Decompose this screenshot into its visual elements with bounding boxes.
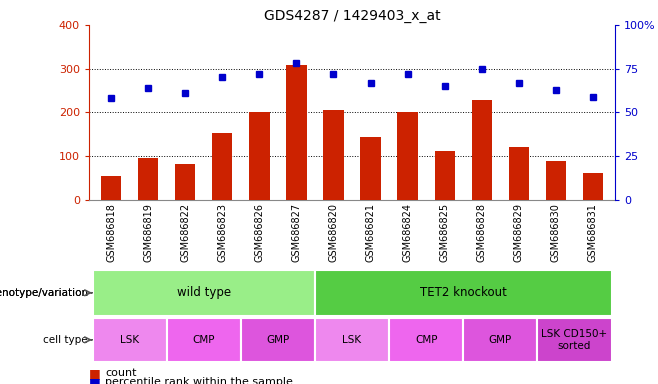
Bar	[434, 151, 455, 200]
Bar	[463, 318, 538, 362]
Text: wild type: wild type	[177, 286, 231, 299]
Text: CMP: CMP	[193, 335, 215, 345]
Bar	[138, 158, 159, 200]
Text: percentile rank within the sample: percentile rank within the sample	[105, 377, 293, 384]
Text: GSM686818: GSM686818	[106, 203, 116, 262]
Bar	[315, 318, 389, 362]
Bar	[286, 65, 307, 200]
Bar	[509, 147, 529, 200]
Text: GSM686822: GSM686822	[180, 203, 190, 262]
Bar	[101, 175, 121, 200]
Text: ■: ■	[89, 367, 101, 380]
Text: count: count	[105, 368, 137, 378]
Text: GSM686819: GSM686819	[143, 203, 153, 262]
Bar	[212, 133, 232, 200]
Text: LSK: LSK	[120, 335, 139, 345]
Text: ■: ■	[89, 376, 101, 384]
Text: GSM686826: GSM686826	[255, 203, 265, 262]
Text: GSM686828: GSM686828	[477, 203, 487, 262]
Bar	[545, 161, 566, 200]
Text: GSM686820: GSM686820	[328, 203, 338, 262]
Bar	[538, 318, 611, 362]
Text: cell type: cell type	[43, 335, 88, 345]
Bar	[249, 112, 270, 200]
Text: GSM686830: GSM686830	[551, 203, 561, 262]
Bar	[315, 270, 611, 316]
Bar	[166, 318, 241, 362]
Text: GSM686827: GSM686827	[291, 203, 301, 262]
Text: CMP: CMP	[415, 335, 438, 345]
Text: GMP: GMP	[266, 335, 290, 345]
Bar	[93, 318, 166, 362]
Text: genotype/variation: genotype/variation	[0, 288, 88, 298]
Text: GMP: GMP	[489, 335, 512, 345]
Bar	[93, 270, 315, 316]
Text: GSM686823: GSM686823	[217, 203, 227, 262]
Bar	[241, 318, 315, 362]
Bar	[389, 318, 463, 362]
Text: GSM686821: GSM686821	[366, 203, 376, 262]
Text: LSK: LSK	[342, 335, 362, 345]
Bar	[361, 137, 381, 200]
Bar	[175, 164, 195, 200]
Bar	[472, 100, 492, 200]
Bar	[323, 110, 343, 200]
Bar	[397, 112, 418, 200]
Text: GSM686829: GSM686829	[514, 203, 524, 262]
Text: GSM686825: GSM686825	[440, 203, 449, 262]
Title: GDS4287 / 1429403_x_at: GDS4287 / 1429403_x_at	[264, 8, 440, 23]
Text: GSM686831: GSM686831	[588, 203, 598, 262]
Bar	[583, 174, 603, 200]
Text: GSM686824: GSM686824	[403, 203, 413, 262]
Text: LSK CD150+
sorted: LSK CD150+ sorted	[542, 329, 607, 351]
Text: genotype/variation: genotype/variation	[0, 288, 88, 298]
Text: TET2 knockout: TET2 knockout	[420, 286, 507, 299]
